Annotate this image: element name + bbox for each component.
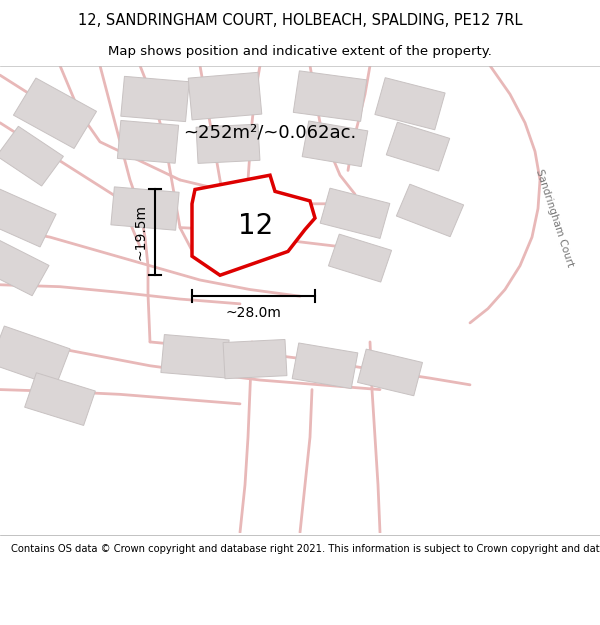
- Polygon shape: [320, 188, 390, 239]
- Polygon shape: [118, 121, 179, 163]
- Polygon shape: [121, 76, 189, 122]
- Polygon shape: [328, 234, 392, 282]
- Text: ~19.5m: ~19.5m: [133, 204, 147, 261]
- Polygon shape: [292, 343, 358, 389]
- Polygon shape: [397, 184, 464, 237]
- Polygon shape: [188, 72, 262, 120]
- Polygon shape: [192, 175, 315, 275]
- Polygon shape: [358, 349, 422, 396]
- Polygon shape: [302, 121, 368, 166]
- Text: Map shows position and indicative extent of the property.: Map shows position and indicative extent…: [108, 44, 492, 58]
- Polygon shape: [13, 78, 97, 149]
- Polygon shape: [0, 189, 56, 247]
- Polygon shape: [25, 372, 95, 426]
- Text: Sandringham Court: Sandringham Court: [535, 168, 575, 268]
- Polygon shape: [0, 126, 64, 186]
- Polygon shape: [293, 71, 367, 121]
- Polygon shape: [0, 239, 49, 296]
- Text: ~28.0m: ~28.0m: [226, 306, 281, 320]
- Polygon shape: [161, 334, 229, 378]
- Polygon shape: [386, 122, 450, 171]
- Text: Contains OS data © Crown copyright and database right 2021. This information is : Contains OS data © Crown copyright and d…: [11, 544, 600, 554]
- Polygon shape: [196, 124, 260, 163]
- Text: 12, SANDRINGHAM COURT, HOLBEACH, SPALDING, PE12 7RL: 12, SANDRINGHAM COURT, HOLBEACH, SPALDIN…: [78, 13, 522, 28]
- Polygon shape: [0, 326, 70, 386]
- Text: 12: 12: [238, 212, 274, 240]
- Polygon shape: [223, 339, 287, 379]
- Text: ~252m²/~0.062ac.: ~252m²/~0.062ac.: [184, 123, 356, 141]
- Polygon shape: [111, 187, 179, 230]
- Polygon shape: [375, 78, 445, 130]
